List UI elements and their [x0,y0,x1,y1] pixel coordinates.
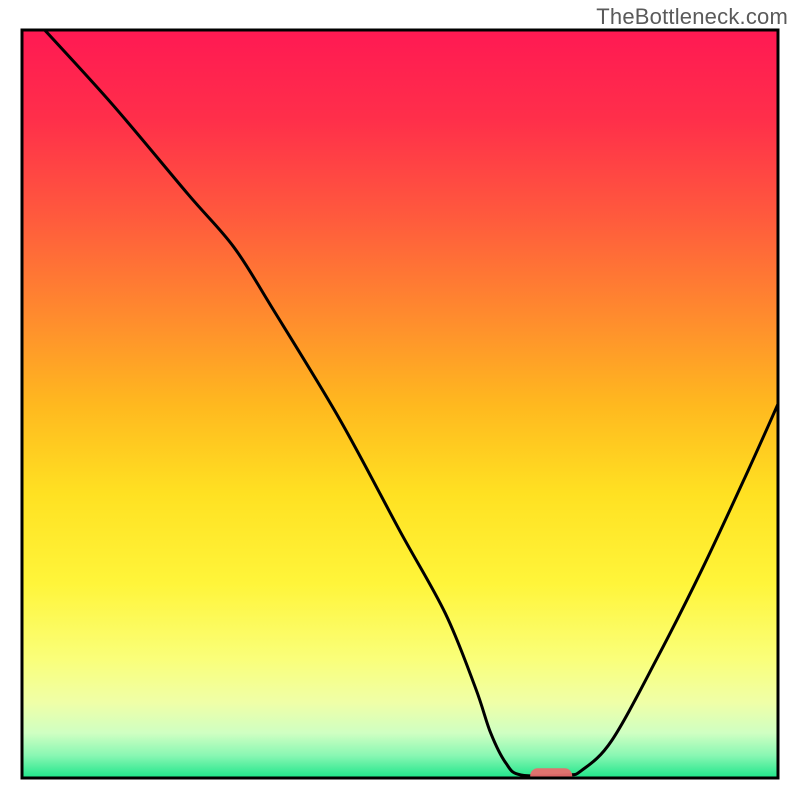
plot-area [22,30,778,783]
bottleneck-chart [0,0,800,800]
chart-container: TheBottleneck.com [0,0,800,800]
optimal-marker-icon [530,768,572,783]
gradient-background [22,30,778,778]
